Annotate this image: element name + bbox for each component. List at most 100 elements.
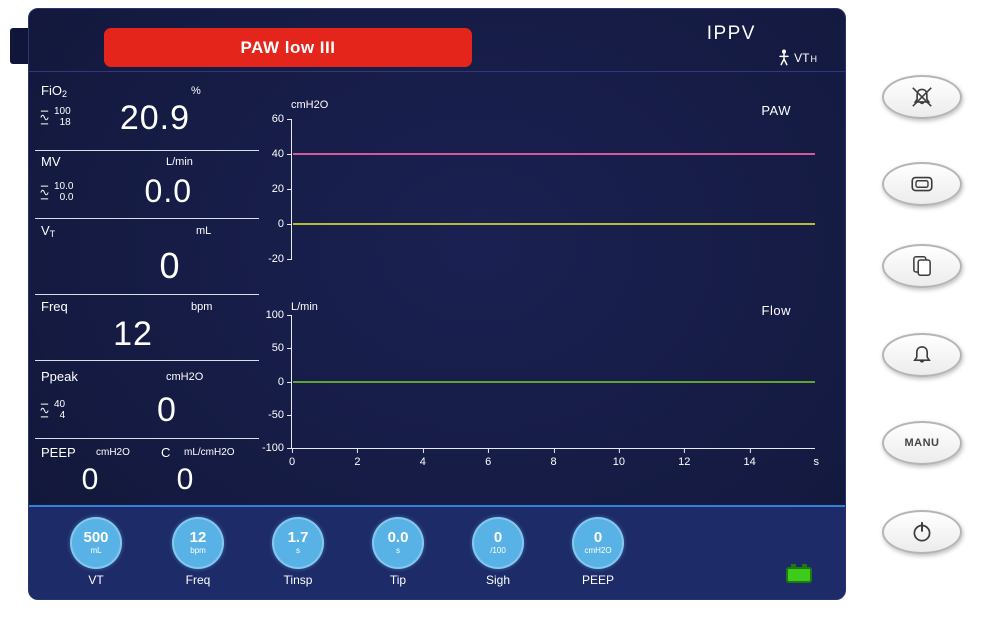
param-mv: MV L/min 10.0 0.0 0.0 bbox=[35, 151, 259, 219]
knob-tip-unit: s bbox=[396, 546, 400, 555]
header-divider bbox=[29, 71, 845, 72]
ventilator-screen: PAW low III IPPV VTH FiO2 % 100 18 bbox=[28, 8, 846, 600]
knob-sigh-value: 0 bbox=[493, 529, 503, 546]
alarm-limits-icon bbox=[40, 110, 49, 124]
paw-y-tick: 0 bbox=[254, 218, 292, 230]
time-axis-tick: 12 bbox=[678, 449, 691, 468]
alarm-silence-button[interactable] bbox=[882, 75, 962, 119]
flow-waveform-chart: L/min Flow 100 50 0 -50 -100 0 2 4 6 8 1… bbox=[262, 291, 825, 483]
screen-layout-button[interactable] bbox=[882, 162, 962, 206]
manu-button-label: MANU bbox=[904, 437, 940, 449]
knob-peep-label: PEEP bbox=[581, 573, 614, 587]
knob-freq-dial[interactable]: 12 bpm bbox=[172, 517, 224, 569]
knob-tinsp[interactable]: 1.7 s Tinsp bbox=[262, 517, 334, 587]
param-fio2-unit: % bbox=[191, 85, 201, 97]
time-axis-tick: 6 bbox=[485, 449, 492, 468]
ventilation-mode-label: IPPV bbox=[706, 23, 756, 44]
alarm-limits-icon bbox=[40, 185, 49, 199]
alarm-settings-button[interactable] bbox=[882, 333, 962, 377]
time-axis-tick: 2 bbox=[354, 449, 361, 468]
param-peep-unit: cmH2O bbox=[96, 447, 130, 458]
paw-y-tick: 40 bbox=[254, 148, 292, 160]
flow-y-tick: 0 bbox=[254, 376, 292, 388]
knob-freq-unit: bpm bbox=[190, 546, 206, 555]
bezel-tab bbox=[10, 28, 32, 64]
flow-chart-title: Flow bbox=[761, 303, 791, 318]
param-vt-value: 0 bbox=[159, 245, 181, 286]
knob-vt-value: 500 bbox=[83, 529, 109, 546]
time-axis-tick: 0 bbox=[288, 449, 296, 468]
knob-freq-value: 12 bbox=[189, 529, 207, 546]
pages-button[interactable] bbox=[882, 244, 962, 288]
param-freq-value: 12 bbox=[113, 315, 153, 353]
knob-vt-label: VT bbox=[88, 573, 104, 587]
param-ppeak-alarm-limits: 40 4 bbox=[39, 399, 65, 421]
flow-chart-y-axis-label: L/min bbox=[291, 301, 318, 313]
knob-tinsp-dial[interactable]: 1.7 s bbox=[272, 517, 324, 569]
paw-high-limit-line bbox=[293, 153, 815, 155]
knob-tip-dial[interactable]: 0.0 s bbox=[372, 517, 424, 569]
knob-vt-unit: mL bbox=[90, 546, 102, 555]
flow-y-tick: 50 bbox=[254, 342, 292, 354]
param-peep-label: PEEP bbox=[41, 445, 76, 460]
knob-vt[interactable]: 500 mL VT bbox=[60, 517, 132, 587]
knob-tip[interactable]: 0.0 s Tip bbox=[362, 517, 434, 587]
param-fio2-value: 20.9 bbox=[119, 99, 190, 137]
param-freq-unit: bpm bbox=[191, 301, 213, 313]
param-compliance-unit: mL/cmH2O bbox=[184, 447, 235, 458]
manu-button[interactable]: MANU bbox=[882, 421, 962, 465]
knob-vt-dial[interactable]: 500 mL bbox=[70, 517, 122, 569]
power-icon bbox=[913, 521, 931, 542]
knob-peep[interactable]: 0 cmH2O PEEP bbox=[562, 517, 634, 587]
paw-pressure-trace bbox=[293, 223, 815, 225]
param-ppeak-unit: cmH2O bbox=[166, 371, 204, 383]
param-vt-unit: mL bbox=[196, 225, 212, 237]
paw-waveform-chart: cmH2O PAW 60 40 20 0 -20 bbox=[263, 91, 825, 267]
param-peep-compliance: PEEP cmH2O C mL/cmH2O 0 0 bbox=[35, 439, 259, 509]
patient-type-label: VT bbox=[794, 50, 810, 65]
knob-sigh[interactable]: 0 /100 Sigh bbox=[462, 517, 534, 587]
knob-peep-dial[interactable]: 0 cmH2O bbox=[572, 517, 624, 569]
param-ppeak-value: 0 bbox=[157, 391, 177, 429]
param-mv-alarm-limits: 10.0 0.0 bbox=[39, 181, 73, 203]
knob-tip-label: Tip bbox=[389, 573, 407, 587]
flow-y-tick: 100 bbox=[254, 309, 292, 321]
paw-chart-plot-area: 60 40 20 0 -20 bbox=[268, 113, 815, 265]
param-ppeak-label: Ppeak bbox=[41, 369, 78, 384]
alarm-banner: PAW low III bbox=[104, 28, 472, 67]
time-axis-tick: 8 bbox=[550, 449, 557, 468]
knob-sigh-dial[interactable]: 0 /100 bbox=[472, 517, 524, 569]
patient-icon bbox=[779, 49, 789, 66]
alarm-banner-text: PAW low III bbox=[240, 37, 336, 57]
knob-sigh-unit: /100 bbox=[490, 546, 506, 555]
patient-type-label-sub: H bbox=[810, 53, 818, 64]
knob-tinsp-unit: s bbox=[296, 546, 300, 555]
patient-indicator: VTH bbox=[778, 49, 817, 66]
settings-bar: 500 mL VT 12 bpm Freq 1.7 s Tinsp bbox=[29, 505, 845, 599]
flow-trace bbox=[293, 380, 815, 383]
flow-chart-plot-area: 100 50 0 -50 -100 0 2 4 6 8 10 12 14 s bbox=[262, 309, 819, 468]
knob-peep-value: 0 bbox=[593, 529, 603, 546]
time-axis-tick: 10 bbox=[612, 449, 625, 468]
time-axis-tick: 14 bbox=[743, 449, 756, 468]
time-axis-unit: s bbox=[813, 456, 820, 468]
param-ppeak: Ppeak cmH2O 40 4 0 bbox=[35, 361, 259, 439]
pages-icon bbox=[913, 256, 931, 276]
param-peep-value: 0 bbox=[81, 463, 99, 496]
battery-icon bbox=[786, 564, 812, 583]
param-vt: VT mL 0 bbox=[35, 219, 259, 295]
hardkey-panel: MANU bbox=[852, 0, 992, 633]
knob-freq[interactable]: 12 bpm Freq bbox=[162, 517, 234, 587]
param-fio2-label: FiO2 bbox=[41, 83, 67, 99]
flow-y-tick: -50 bbox=[254, 409, 292, 421]
param-mv-unit: L/min bbox=[166, 156, 193, 168]
power-button[interactable] bbox=[882, 510, 962, 554]
screen-layout-icon bbox=[911, 176, 933, 192]
param-compliance-value: 0 bbox=[176, 463, 194, 496]
param-mv-value: 0.0 bbox=[144, 173, 192, 209]
paw-y-tick: -20 bbox=[254, 253, 292, 265]
param-fio2-alarm-limits: 100 18 bbox=[39, 106, 71, 128]
knob-peep-unit: cmH2O bbox=[584, 546, 612, 555]
time-axis-tick: 4 bbox=[419, 449, 426, 468]
